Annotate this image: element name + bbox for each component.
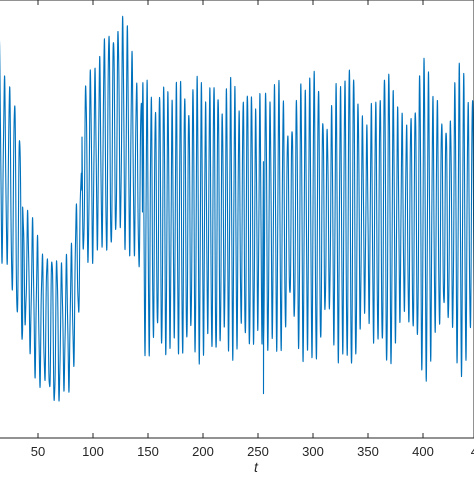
x-tick-label: 100 — [82, 444, 104, 459]
axes-box — [0, 0, 474, 439]
x-axis-ticks — [37, 0, 424, 438]
x-tick-label: 50 — [31, 444, 45, 459]
x-tick-label: 350 — [357, 444, 379, 459]
x-tick-label: 150 — [137, 444, 159, 459]
series-line — [0, 15, 474, 402]
x-tick-label: 45 — [471, 444, 474, 459]
x-tick-label: 250 — [247, 444, 269, 459]
x-tick-label: 400 — [412, 444, 434, 459]
x-tick-label: 300 — [302, 444, 324, 459]
x-axis-label: t — [254, 459, 259, 474]
x-tick-label: 200 — [192, 444, 214, 459]
x-axis-tick-labels: 50 100 150 200 250 300 350 400 45 — [31, 444, 474, 459]
